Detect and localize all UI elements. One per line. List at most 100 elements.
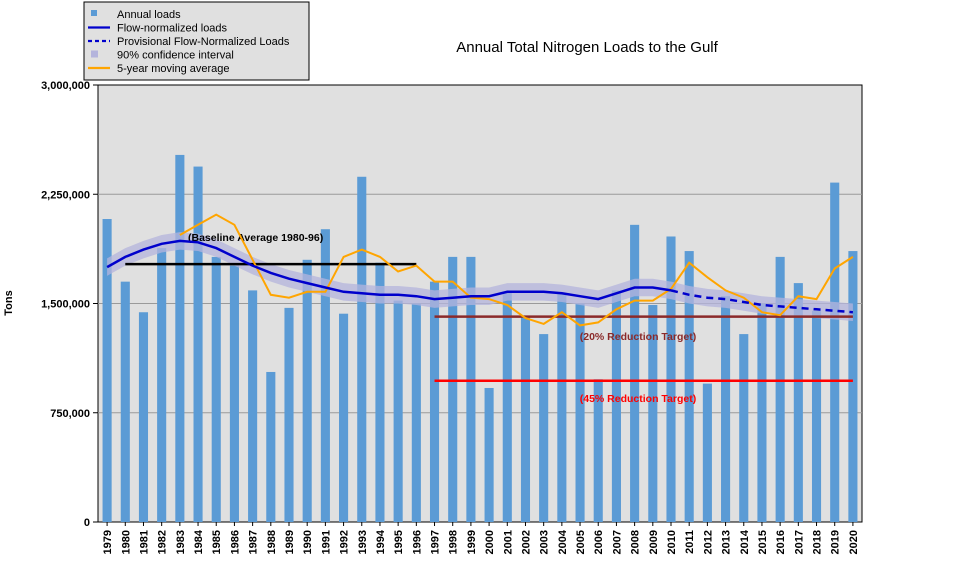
legend-swatch bbox=[91, 10, 97, 16]
x-tick-label: 2004 bbox=[557, 529, 569, 554]
x-tick-label: 1995 bbox=[393, 530, 405, 554]
y-tick-label: 1,500,000 bbox=[41, 299, 90, 311]
flow-normalized-line bbox=[106, 239, 672, 301]
x-tick-label: 1992 bbox=[339, 530, 351, 554]
x-tick-label: 2008 bbox=[630, 530, 642, 554]
x-tick-label: 1985 bbox=[211, 530, 223, 554]
x-tick-label: 2001 bbox=[502, 530, 514, 554]
bar bbox=[375, 262, 385, 522]
x-tick-label: 2006 bbox=[593, 530, 605, 554]
chart-title: Annual Total Nitrogen Loads to the Gulf bbox=[456, 39, 718, 56]
x-tick-label: 2003 bbox=[539, 530, 551, 554]
bar bbox=[193, 166, 203, 522]
x-tick-label: 1979 bbox=[102, 530, 114, 554]
x-tick-label: 1982 bbox=[157, 530, 169, 554]
bar bbox=[448, 256, 458, 522]
bar bbox=[466, 256, 476, 522]
x-tick-label: 1996 bbox=[411, 530, 423, 554]
bar bbox=[120, 281, 130, 522]
bar bbox=[666, 236, 676, 522]
bar bbox=[811, 310, 822, 522]
bar bbox=[502, 291, 512, 522]
bar bbox=[593, 379, 603, 522]
bar bbox=[775, 256, 785, 522]
y-tick-label: 0 bbox=[84, 517, 90, 529]
legend-label: Flow-normalized loads bbox=[117, 23, 228, 35]
bar bbox=[339, 313, 349, 522]
bar bbox=[739, 334, 749, 522]
bar bbox=[211, 256, 221, 522]
x-tick-label: 1988 bbox=[266, 530, 278, 554]
x-tick-label: 2015 bbox=[757, 530, 769, 554]
legend-label: 5-year moving average bbox=[117, 63, 230, 75]
bar bbox=[575, 303, 585, 522]
x-tick-label: 2018 bbox=[812, 530, 824, 554]
bar bbox=[302, 259, 312, 522]
bar bbox=[229, 265, 239, 522]
x-tick-label: 1980 bbox=[120, 530, 132, 554]
x-tick-label: 2000 bbox=[484, 530, 496, 554]
reference-line-label: (Baseline Average 1980-96) bbox=[188, 232, 323, 244]
bar bbox=[611, 290, 621, 522]
bar bbox=[830, 182, 840, 522]
legend-label: Annual loads bbox=[117, 9, 181, 21]
bar bbox=[539, 334, 549, 522]
reference-line-label: (45% Reduction Target) bbox=[580, 393, 696, 405]
x-tick-label: 2012 bbox=[702, 530, 714, 554]
x-tick-label: 1987 bbox=[248, 530, 260, 554]
x-tick-label: 2010 bbox=[666, 530, 678, 554]
legend-label: 90% confidence interval bbox=[117, 50, 234, 62]
x-tick-label: 1989 bbox=[284, 530, 296, 554]
bar bbox=[157, 248, 167, 522]
x-tick-label: 1999 bbox=[466, 530, 478, 554]
bar bbox=[357, 176, 367, 522]
legend-box bbox=[83, 1, 310, 81]
legend: Annual loads Flow-normalized loadsProvisi… bbox=[83, 1, 310, 81]
x-tick-label: 1997 bbox=[430, 530, 442, 554]
bar bbox=[848, 251, 858, 522]
bar bbox=[175, 154, 185, 523]
bar bbox=[484, 387, 494, 522]
x-tick-label: 2013 bbox=[721, 530, 733, 554]
x-tick-label: 2014 bbox=[739, 529, 751, 554]
x-tick-label: 2016 bbox=[775, 530, 787, 554]
x-tick-label: 1990 bbox=[302, 530, 314, 554]
bar bbox=[557, 293, 567, 522]
x-tick-label: 2020 bbox=[848, 530, 860, 554]
bar bbox=[429, 281, 440, 522]
bar bbox=[520, 316, 531, 522]
bar bbox=[630, 224, 640, 522]
x-tick-label: 1994 bbox=[375, 529, 387, 554]
y-tick-label: 2,250,000 bbox=[41, 189, 90, 201]
legend-label: Provisional Flow-Normalized Loads bbox=[117, 36, 290, 48]
x-tick-label: 1984 bbox=[193, 529, 205, 554]
bar bbox=[393, 300, 403, 522]
x-tick-label: 1983 bbox=[175, 530, 187, 554]
bar bbox=[721, 296, 731, 522]
bar bbox=[757, 303, 767, 522]
bar bbox=[138, 312, 149, 522]
x-tick-label: 2009 bbox=[648, 530, 660, 554]
bar bbox=[648, 304, 658, 522]
moving-average-line bbox=[179, 213, 854, 327]
x-tick-label: 1981 bbox=[138, 530, 150, 554]
y-axis-label: Tons bbox=[3, 290, 15, 315]
bar bbox=[266, 371, 276, 522]
x-tick-label: 1993 bbox=[357, 530, 369, 554]
x-tick-label: 2002 bbox=[520, 530, 532, 554]
bar bbox=[702, 383, 712, 522]
bar bbox=[411, 303, 421, 522]
x-tick-label: 1998 bbox=[448, 530, 460, 554]
bar bbox=[793, 283, 803, 522]
x-tick-label: 2007 bbox=[611, 530, 623, 554]
x-tick-label: 2005 bbox=[575, 530, 587, 554]
reference-line-label: (20% Reduction Target) bbox=[580, 331, 696, 343]
x-tick-label: 1986 bbox=[229, 530, 241, 554]
x-tick-label: 1991 bbox=[320, 530, 332, 554]
x-tick-label: 2019 bbox=[830, 530, 842, 554]
bar bbox=[320, 229, 330, 522]
bar bbox=[284, 307, 294, 522]
y-tick-label: 750,000 bbox=[50, 408, 90, 420]
bar bbox=[684, 251, 694, 522]
bar bbox=[102, 219, 112, 522]
